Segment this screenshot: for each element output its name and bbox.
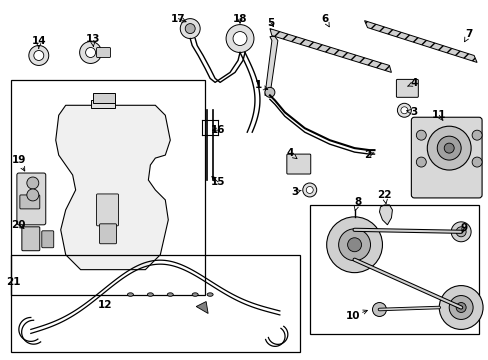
Ellipse shape [207,293,213,296]
Circle shape [400,107,407,114]
Text: 1: 1 [254,80,267,90]
Text: 19: 19 [12,155,26,171]
Polygon shape [379,205,392,225]
Polygon shape [56,105,170,270]
FancyBboxPatch shape [396,80,417,97]
Ellipse shape [127,293,133,296]
Bar [92,93,114,103]
Bar [309,205,478,334]
Circle shape [185,24,195,33]
Text: 21: 21 [6,276,20,287]
Circle shape [326,217,382,273]
FancyBboxPatch shape [100,224,116,244]
Circle shape [372,302,386,316]
Polygon shape [90,100,115,108]
Circle shape [302,183,316,197]
Bar [11,255,299,352]
Text: 18: 18 [232,14,247,24]
Circle shape [233,32,246,45]
Circle shape [180,19,200,39]
Circle shape [448,296,472,319]
Polygon shape [264,37,277,95]
Ellipse shape [167,293,173,296]
Text: 3: 3 [290,187,301,197]
Text: 13: 13 [85,33,100,46]
Circle shape [27,177,39,189]
Text: 16: 16 [210,125,225,135]
Text: 22: 22 [376,190,391,204]
Circle shape [264,87,274,97]
Text: 15: 15 [210,176,225,187]
Text: 4: 4 [285,148,296,159]
Ellipse shape [147,293,153,296]
Text: 5: 5 [267,18,274,28]
FancyBboxPatch shape [22,227,40,251]
Circle shape [471,157,481,167]
Text: 3: 3 [406,107,417,117]
FancyBboxPatch shape [96,48,110,58]
FancyBboxPatch shape [286,154,310,174]
Circle shape [415,157,426,167]
Text: 8: 8 [353,197,361,211]
Circle shape [397,103,410,117]
Circle shape [443,143,453,153]
FancyBboxPatch shape [410,117,481,198]
Bar [11,80,205,294]
FancyBboxPatch shape [96,194,118,226]
Polygon shape [364,21,476,62]
Circle shape [27,189,39,201]
Circle shape [455,227,465,237]
Text: 11: 11 [431,110,446,120]
Text: 20: 20 [12,220,26,230]
Text: 9: 9 [460,223,467,233]
Text: 7: 7 [464,28,472,42]
FancyBboxPatch shape [41,231,54,248]
Circle shape [338,229,370,261]
Text: 10: 10 [345,310,366,321]
Text: 4: 4 [407,78,417,88]
Text: 12: 12 [98,300,113,310]
FancyBboxPatch shape [20,195,40,209]
Text: 6: 6 [321,14,328,27]
Circle shape [427,126,470,170]
Ellipse shape [192,293,198,296]
FancyBboxPatch shape [17,173,46,225]
Circle shape [436,136,460,160]
Circle shape [471,130,481,140]
Circle shape [80,41,102,63]
Text: 14: 14 [31,36,46,48]
Circle shape [225,24,253,53]
Circle shape [305,186,313,193]
Polygon shape [196,302,208,314]
Polygon shape [269,28,390,72]
Circle shape [415,130,426,140]
Circle shape [347,238,361,252]
Circle shape [85,48,95,58]
Text: 2: 2 [363,150,373,160]
Circle shape [450,222,470,242]
Circle shape [29,45,49,66]
Text: 17: 17 [171,14,185,24]
Circle shape [438,285,482,329]
Circle shape [34,50,44,60]
Circle shape [455,302,465,312]
